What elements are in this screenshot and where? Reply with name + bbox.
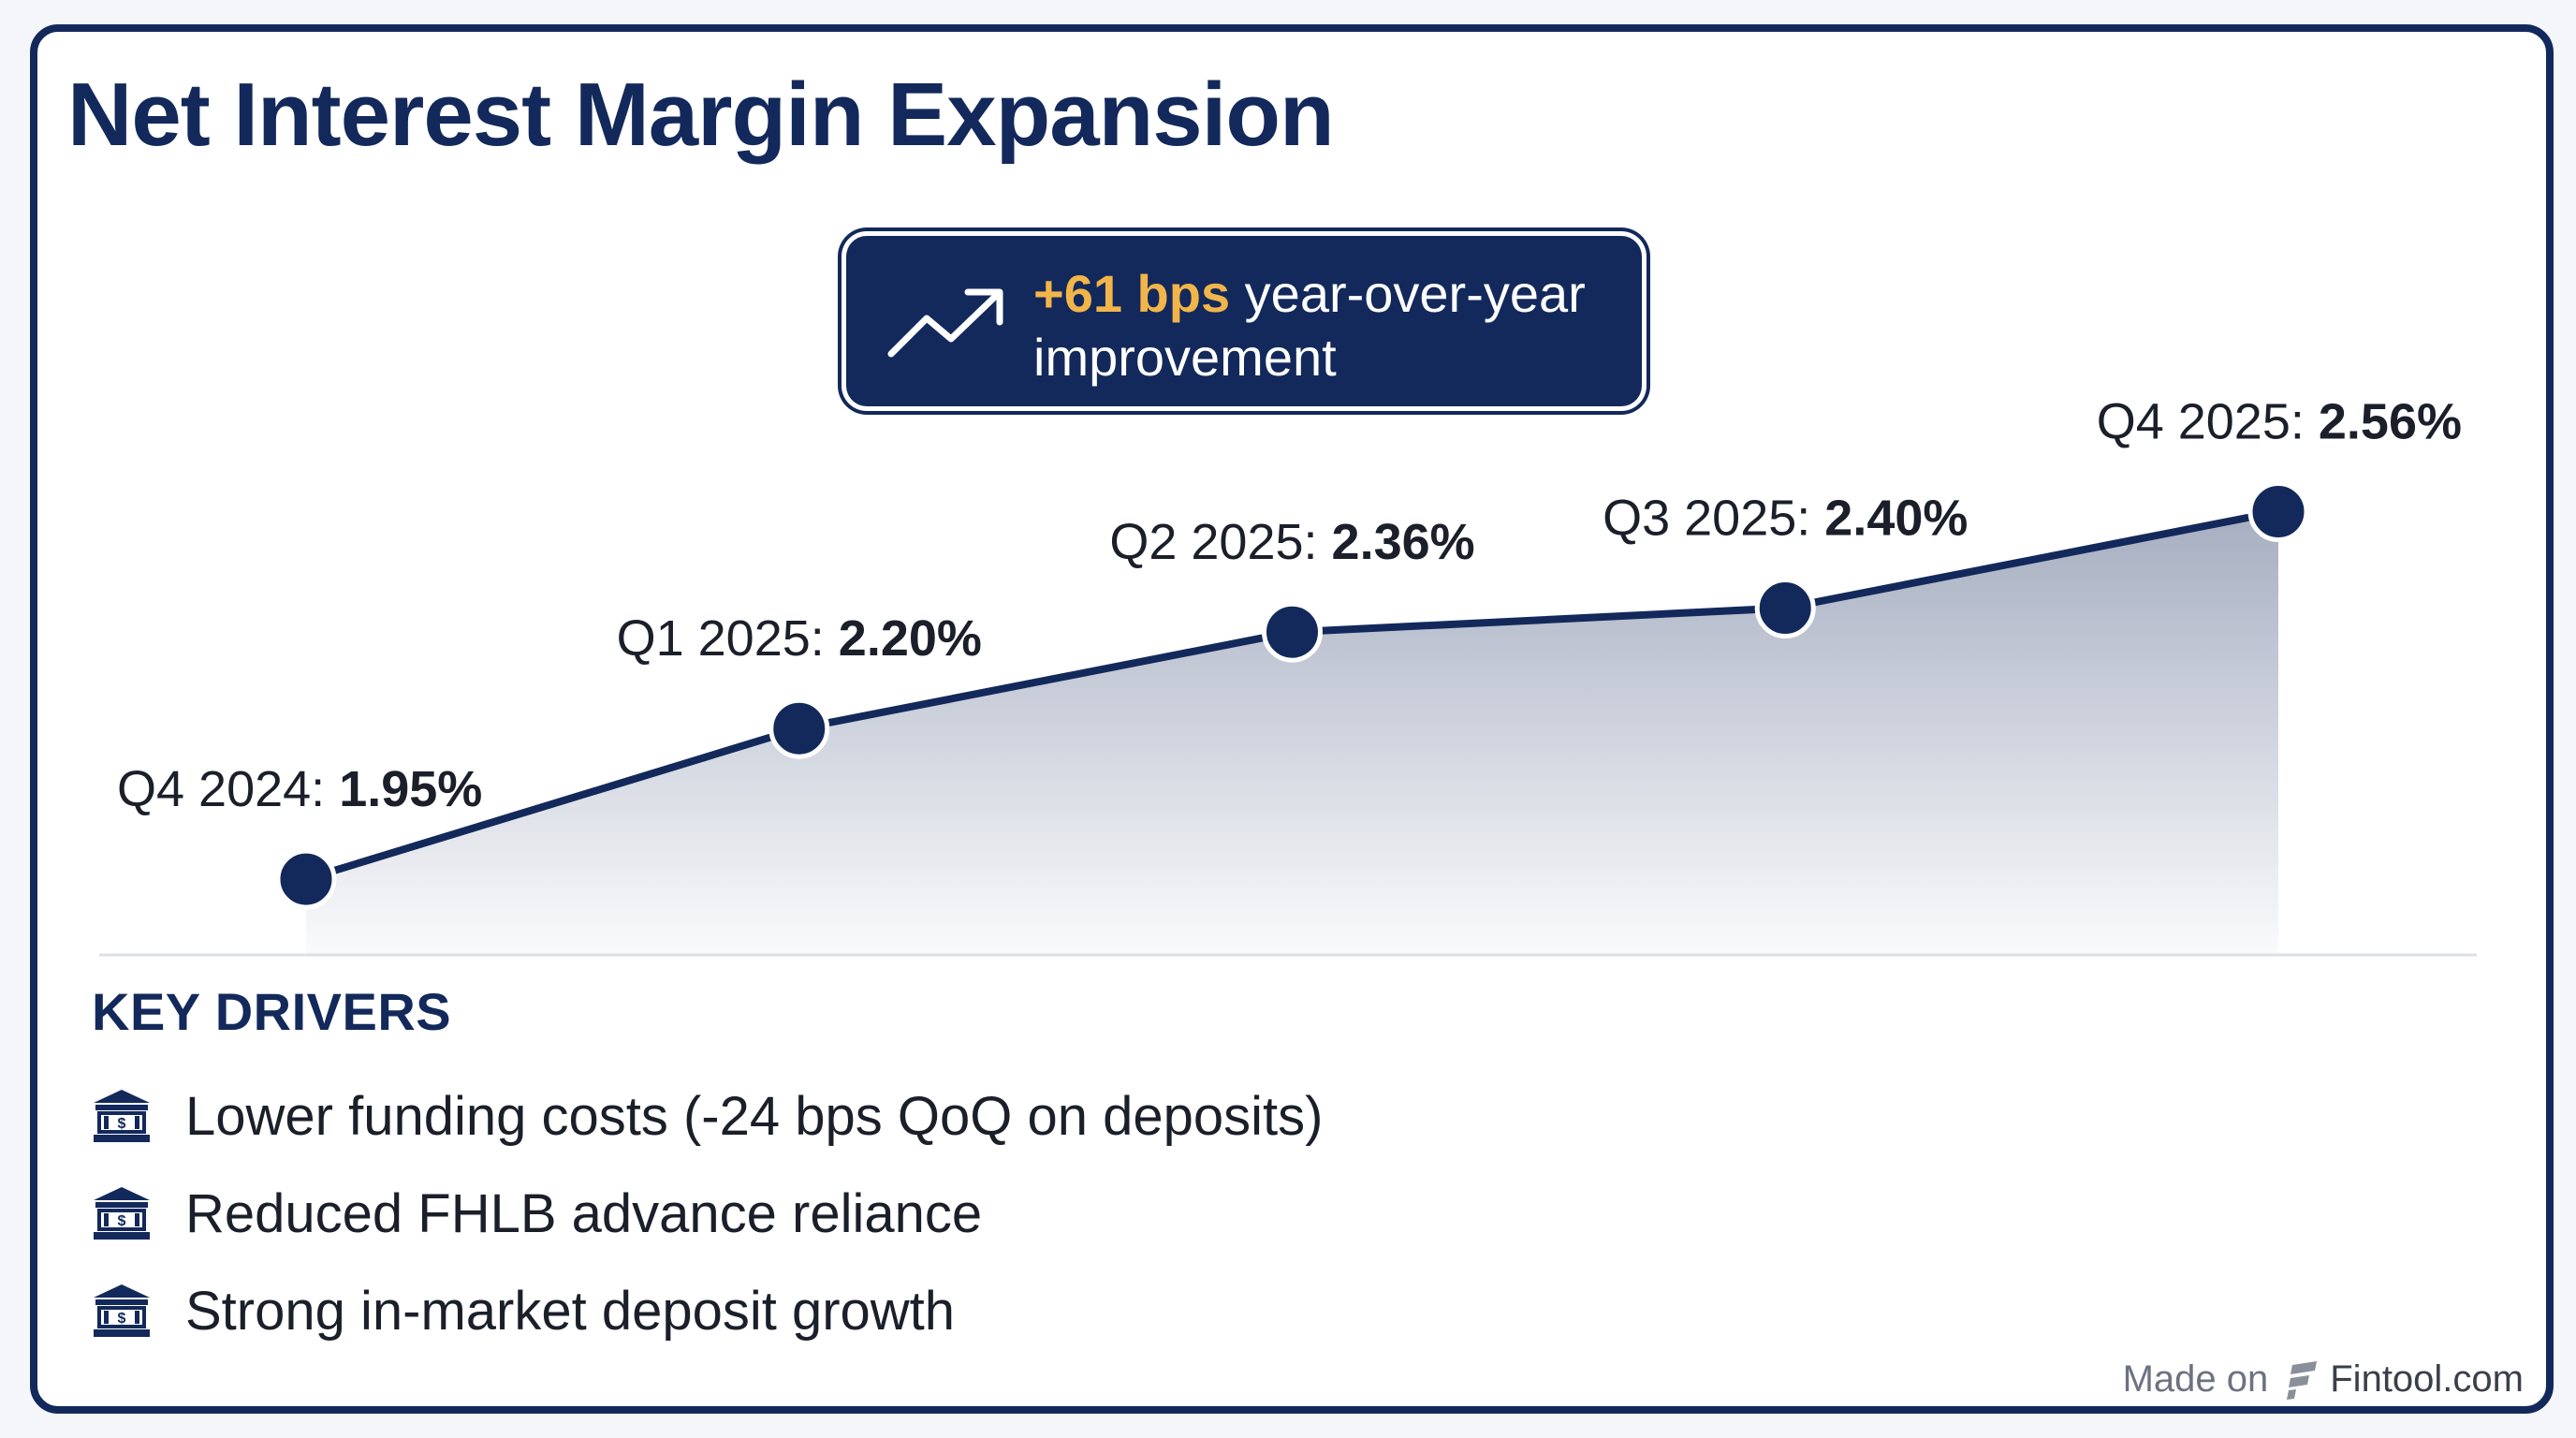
- data-point-q3-2025: [1754, 578, 1816, 638]
- points-layer: [275, 481, 2309, 910]
- data-label-value: 1.95%: [339, 761, 482, 817]
- svg-text:$: $: [118, 1116, 126, 1132]
- footer-brand: Fintool.com: [2330, 1358, 2524, 1400]
- callout-highlight: +61 bps: [1033, 264, 1231, 323]
- data-label-q3-2025: Q3 2025: 2.40%: [1603, 491, 1968, 547]
- list-item: $ Strong in-market deposit growth: [92, 1262, 1323, 1359]
- data-label-category: Q4 2025:: [2097, 394, 2319, 450]
- data-label-category: Q2 2025:: [1109, 514, 1331, 570]
- list-item: $ Lower funding costs (-24 bps QoQ on de…: [92, 1067, 1323, 1165]
- page-title: Net Interest Margin Expansion: [67, 65, 1335, 165]
- labels-layer: Q4 2024: 1.95% Q1 2025: 2.20% Q2 2025: 2.3…: [117, 394, 2462, 818]
- driver-text: Strong in-market deposit growth: [185, 1280, 956, 1342]
- list-item: $ Reduced FHLB advance reliance: [92, 1165, 1323, 1262]
- data-label-value: 2.36%: [1332, 514, 1475, 570]
- driver-text: Lower funding costs (-24 bps QoQ on depo…: [185, 1085, 1324, 1147]
- data-label-category: Q3 2025:: [1603, 491, 1824, 547]
- data-label-q4-2024: Q4 2024: 1.95%: [117, 761, 482, 817]
- key-drivers-list: $ Lower funding costs (-24 bps QoQ on de…: [92, 1067, 1323, 1359]
- data-label-category: Q1 2025:: [617, 610, 839, 667]
- svg-text:$: $: [118, 1311, 126, 1327]
- data-point-q4-2025: [2247, 481, 2309, 542]
- svg-text:$: $: [118, 1213, 126, 1229]
- bank-icon: $: [94, 1090, 150, 1142]
- footer-credit: Made on Fintool.com: [2123, 1358, 2524, 1401]
- data-point-q4-2024: [275, 848, 337, 910]
- data-point-q1-2025: [768, 697, 830, 759]
- data-label-category: Q4 2024:: [117, 761, 339, 817]
- footer-prefix: Made on: [2122, 1358, 2269, 1400]
- driver-text: Reduced FHLB advance reliance: [185, 1182, 983, 1244]
- key-drivers-heading: KEY DRIVERS: [92, 982, 452, 1041]
- trending-up-icon: [887, 288, 1003, 358]
- bank-icon: $: [94, 1187, 150, 1240]
- data-label-q2-2025: Q2 2025: 2.36%: [1109, 514, 1474, 570]
- yoy-callout: +61 bps year-over-year improvement: [846, 236, 1642, 406]
- data-label-q4-2025: Q4 2025: 2.56%: [2097, 394, 2462, 450]
- data-label-value: 2.56%: [2319, 394, 2462, 450]
- fintool-logo-icon: [2287, 1360, 2318, 1400]
- area-fill: [306, 511, 2278, 955]
- data-point-q2-2025: [1262, 601, 1323, 663]
- bank-icon: $: [94, 1284, 150, 1337]
- data-label-q1-2025: Q1 2025: 2.20%: [617, 610, 982, 667]
- data-label-value: 2.20%: [839, 610, 982, 667]
- callout-text: +61 bps year-over-year improvement: [1033, 262, 1614, 389]
- data-label-value: 2.40%: [1824, 491, 1968, 547]
- callout-description: year-over-year improvement: [1033, 264, 1586, 387]
